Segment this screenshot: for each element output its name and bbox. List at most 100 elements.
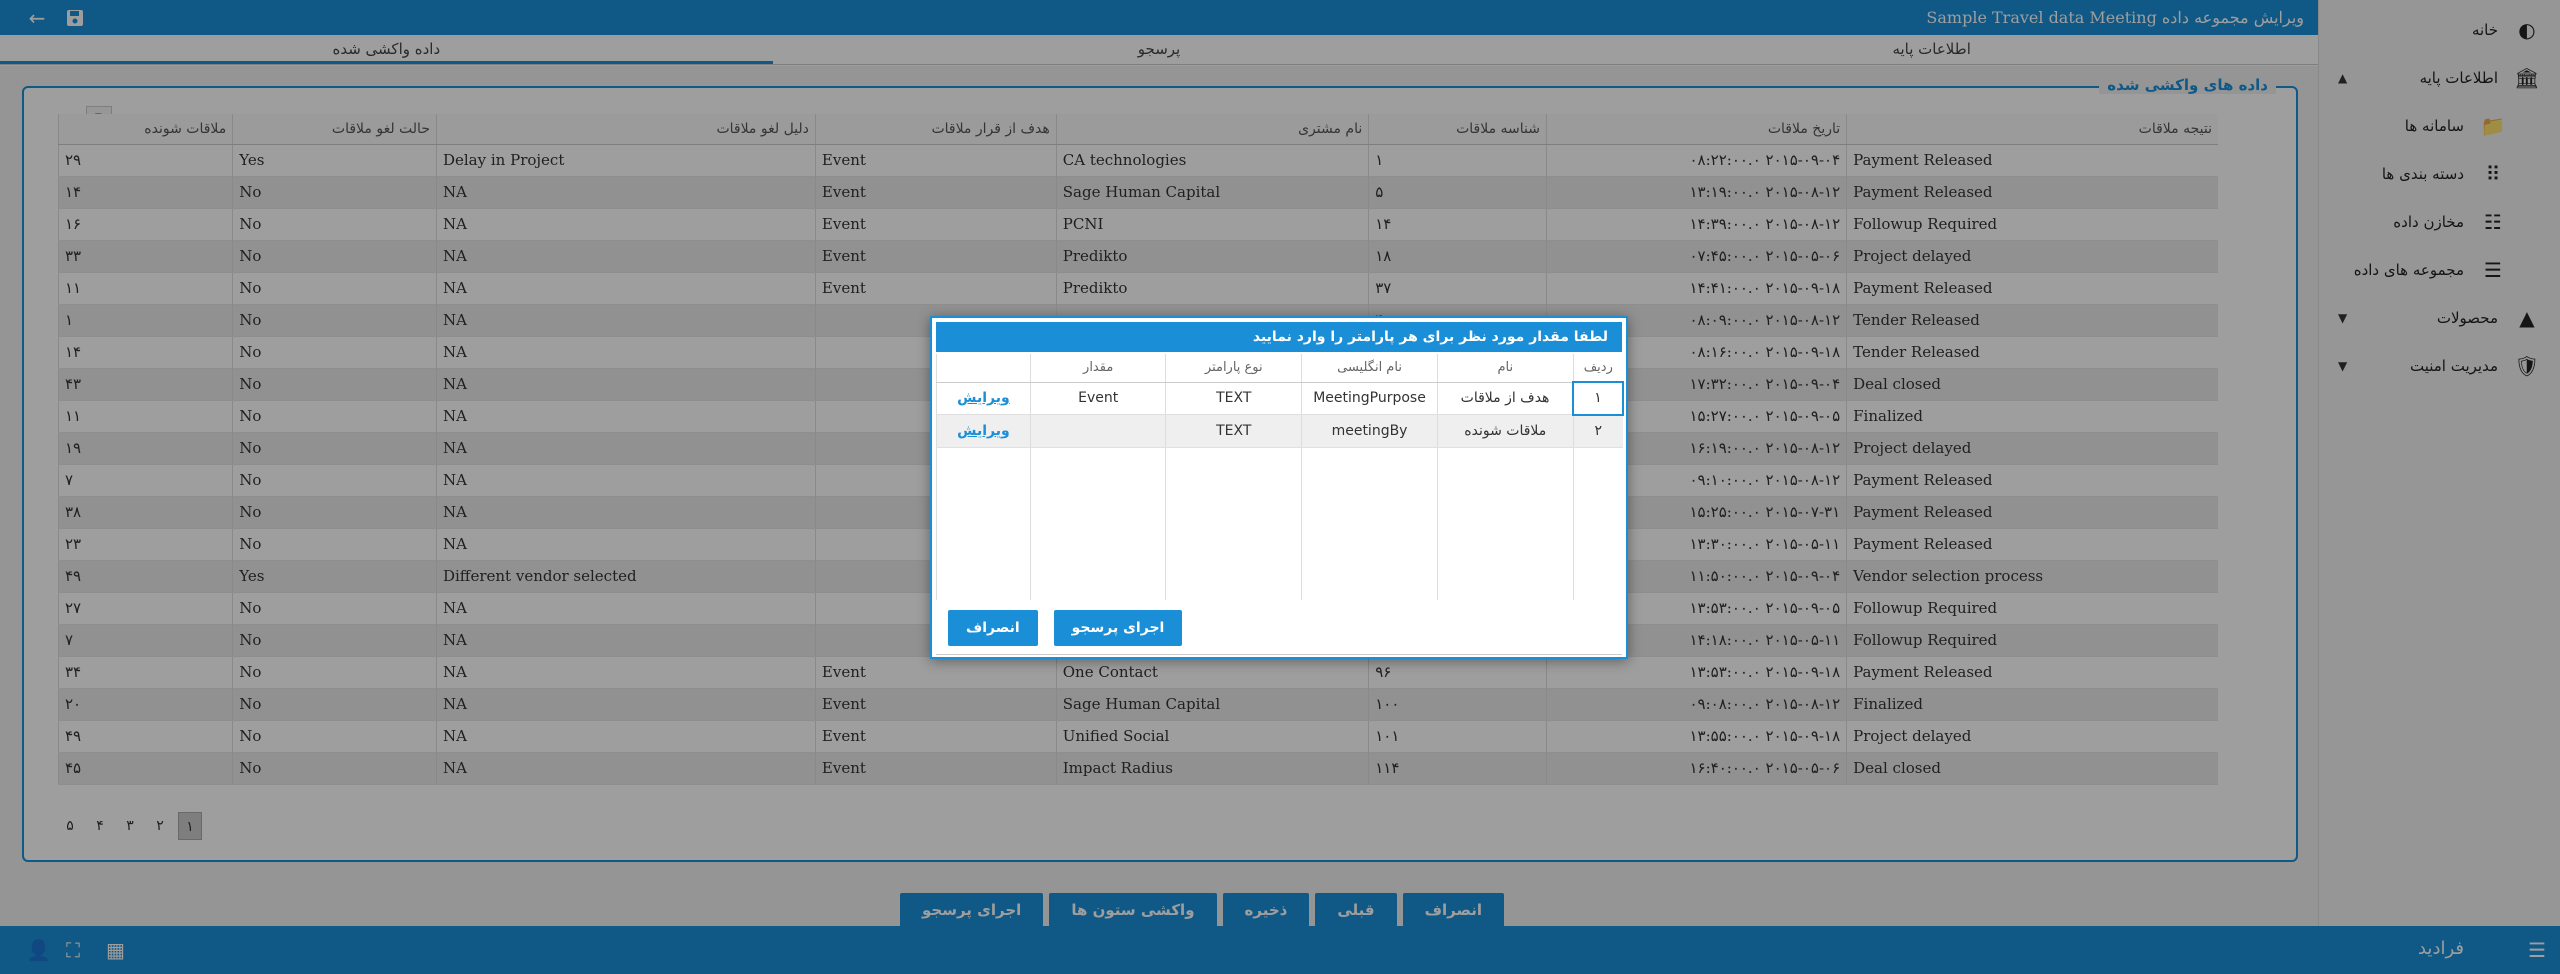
tab-query[interactable]: پرسجو xyxy=(1137,40,1181,58)
fetch-columns-button[interactable]: واکشی ستون ها xyxy=(1049,893,1217,927)
cell-cancel-state: No xyxy=(232,624,437,657)
col-header-customer[interactable]: نام مشتری xyxy=(1055,114,1369,145)
cell-attendee: ۲۹ xyxy=(57,144,233,177)
sidebar-item-systems[interactable]: 📁 سامانه ها xyxy=(2318,102,2560,150)
cell-result: Project delayed xyxy=(1846,720,2218,753)
col-header-english-name: نام انگلیسی xyxy=(1301,354,1438,383)
table-row[interactable]: Project delayed ۲۰۱۵-۰۹-۱۸ ۱۳:۵۵:۰۰.۰ ۱۰۱ U… xyxy=(57,720,2218,753)
sidebar-item-datasets[interactable]: ☰ مجموعه های داده xyxy=(2318,246,2560,294)
col-header-result[interactable]: نتیجه ملاقات xyxy=(1846,114,2218,145)
col-header-attendee[interactable]: ملاقات شونده xyxy=(57,114,233,145)
cell-result: Vendor selection process xyxy=(1846,560,2218,593)
cell-cancel-reason: Delay in Project xyxy=(435,144,816,177)
edit-link-label[interactable]: ویرایش xyxy=(957,422,1010,439)
table-row[interactable]: Deal closed ۲۰۱۵-۰۵-۰۶ ۱۶:۴۰:۰۰.۰ ۱۱۴ Impac… xyxy=(57,752,2218,785)
cell-cancel-reason: Different vendor selected xyxy=(435,560,816,593)
cell-id: ۱۰۱ xyxy=(1368,720,1547,753)
cell-cancel-state: No xyxy=(232,240,437,273)
tab-fetched-data[interactable]: داده واکشی شده xyxy=(0,35,773,64)
dialog-run-query-button[interactable]: اجرای پرسجو xyxy=(1053,610,1183,646)
table-row[interactable]: Followup Required ۲۰۱۵-۰۸-۱۲ ۱۴:۳۹:۰۰.۰ ۱۴… xyxy=(57,208,2218,241)
cell-attendee: ۱۹ xyxy=(57,432,233,465)
fullscreen-icon[interactable]: ⛶ xyxy=(66,938,80,962)
cell-id: ۱۸ xyxy=(1368,240,1547,273)
cell-result: Finalized xyxy=(1846,688,2218,721)
previous-button[interactable]: قبلی xyxy=(1315,893,1397,927)
table-row[interactable]: Payment Released ۲۰۱۵-۰۸-۱۲ ۱۳:۱۹:۰۰.۰ ۵ Sa… xyxy=(57,176,2218,209)
page-button[interactable]: ۴ xyxy=(96,818,104,834)
dialog-cancel-button[interactable]: انصراف xyxy=(948,610,1038,646)
cell-date: ۲۰۱۵-۰۹-۱۸ ۱۳:۵۳:۰۰.۰ xyxy=(1545,656,1847,689)
cell-cancel-state: No xyxy=(232,272,437,305)
table-row[interactable]: Payment Released ۲۰۱۵-۰۹-۱۸ ۱۴:۴۱:۰۰.۰ ۳۷ P… xyxy=(57,272,2218,305)
cell-cancel-state: No xyxy=(232,432,437,465)
row-number[interactable]: ۱ xyxy=(1572,381,1624,416)
col-header-id[interactable]: شناسه ملاقات xyxy=(1368,114,1547,145)
col-header-cancel-state[interactable]: حالت لغو ملاقات xyxy=(232,114,437,145)
cell-result: Followup Required xyxy=(1846,624,2218,657)
sidebar-item-data-stores[interactable]: ☷ مخازن داده xyxy=(2318,198,2560,246)
cell-purpose: Event xyxy=(814,752,1057,785)
cell-date: ۲۰۱۵-۰۸-۱۲ ۰۸:۰۹:۰۰.۰ xyxy=(1545,304,1847,337)
row-number[interactable]: ۲ xyxy=(1572,414,1623,448)
user-icon[interactable]: 👤 xyxy=(26,938,51,962)
cell-attendee: ۱۱ xyxy=(57,400,233,433)
cell-purpose: Event xyxy=(814,240,1057,273)
col-header-date[interactable]: تاریخ ملاقات xyxy=(1545,114,1847,145)
cell-customer: Sage Human Capital xyxy=(1055,176,1369,209)
edit-link-label[interactable]: ویرایش xyxy=(957,390,1010,407)
arrow-left-icon[interactable]: ← xyxy=(28,6,46,30)
cell-purpose: Event xyxy=(814,208,1057,241)
cell-id: ۱۰۰ xyxy=(1368,688,1547,721)
cell-customer: Predikto xyxy=(1055,272,1369,305)
table-row[interactable]: Project delayed ۲۰۱۵-۰۵-۰۶ ۰۷:۴۵:۰۰.۰ ۱۸ Pr… xyxy=(57,240,2218,273)
cell-cancel-reason: NA xyxy=(435,592,816,625)
edit-link[interactable]: ویرایش xyxy=(936,382,1031,416)
sidebar-item-basic-info[interactable]: 🏛 اطلاعات پایه ▲ xyxy=(2318,54,2560,102)
cell-attendee: ۷ xyxy=(57,624,233,657)
param-type: TEXT xyxy=(1165,414,1302,448)
cell-cancel-reason: NA xyxy=(435,624,816,657)
cell-customer: Predikto xyxy=(1055,240,1369,273)
tab-basic-info[interactable]: اطلاعات پایه xyxy=(1892,40,1971,58)
sidebar-item-products[interactable]: ▲ محصولات ▼ xyxy=(2318,294,2560,342)
table-row: ۲ ملاقات شونده meetingBy TEXT ویرایش xyxy=(936,414,1623,448)
sidebar-item-security[interactable]: 🛡 مدیریت امنیت ▼ xyxy=(2318,342,2560,390)
cell-result: Tender Released xyxy=(1846,336,2218,369)
col-header-purpose[interactable]: هدف از قرار ملاقات xyxy=(814,114,1057,145)
cell-cancel-state: No xyxy=(232,688,437,721)
table-row[interactable]: Payment Released ۲۰۱۵-۰۹-۰۴ ۰۸:۲۲:۰۰.۰ ۱ CA… xyxy=(57,144,2218,177)
page-button[interactable]: ۳ xyxy=(126,818,134,834)
col-header-cancel-reason[interactable]: دلیل لغو ملاقات xyxy=(435,114,816,145)
cell-cancel-reason: NA xyxy=(435,368,816,401)
col-header-name: نام xyxy=(1436,354,1574,383)
cell-customer: CA technologies xyxy=(1055,144,1369,177)
building-icon[interactable]: ▦ xyxy=(106,938,125,962)
table-row[interactable]: Payment Released ۲۰۱۵-۰۹-۱۸ ۱۳:۵۳:۰۰.۰ ۹۶ O… xyxy=(57,656,2218,689)
cell-purpose: Event xyxy=(814,720,1057,753)
save-icon[interactable] xyxy=(62,5,88,31)
sidebar-item-home[interactable]: ◐ خانه xyxy=(2318,6,2560,54)
edit-link[interactable]: ویرایش xyxy=(936,414,1031,448)
run-query-button[interactable]: اجرای پرسجو xyxy=(900,893,1044,927)
param-name: ملاقات شونده xyxy=(1436,414,1574,448)
sidebar-item-categories[interactable]: ⠿ دسته بندی ها xyxy=(2318,150,2560,198)
menu-icon[interactable]: ☰ xyxy=(2528,938,2546,962)
cell-purpose: Event xyxy=(814,656,1057,689)
cancel-button[interactable]: انصراف xyxy=(1402,893,1505,927)
table-row[interactable]: Finalized ۲۰۱۵-۰۸-۱۲ ۰۹:۰۸:۰۰.۰ ۱۰۰ Sage Hu… xyxy=(57,688,2218,721)
cell-attendee: ۳۳ xyxy=(57,240,233,273)
cell-attendee: ۱۴ xyxy=(57,176,233,209)
cell-attendee: ۴۹ xyxy=(57,560,233,593)
page-button[interactable]: ۲ xyxy=(156,818,164,834)
cell-result: Payment Released xyxy=(1846,528,2218,561)
save-button[interactable]: ذخیره xyxy=(1222,893,1310,927)
tab-bar: اطلاعات پایه پرسجو داده واکشی شده xyxy=(0,35,2318,65)
page-button[interactable]: ۵ xyxy=(66,818,74,834)
param-english-name: meetingBy xyxy=(1301,414,1438,448)
cell-cancel-state: No xyxy=(232,720,437,753)
brand-logo: فرادید xyxy=(2417,938,2464,959)
page-button[interactable]: ۱ xyxy=(178,812,202,840)
cell-date: ۲۰۱۵-۰۸-۱۲ ۱۳:۱۹:۰۰.۰ xyxy=(1545,176,1847,209)
